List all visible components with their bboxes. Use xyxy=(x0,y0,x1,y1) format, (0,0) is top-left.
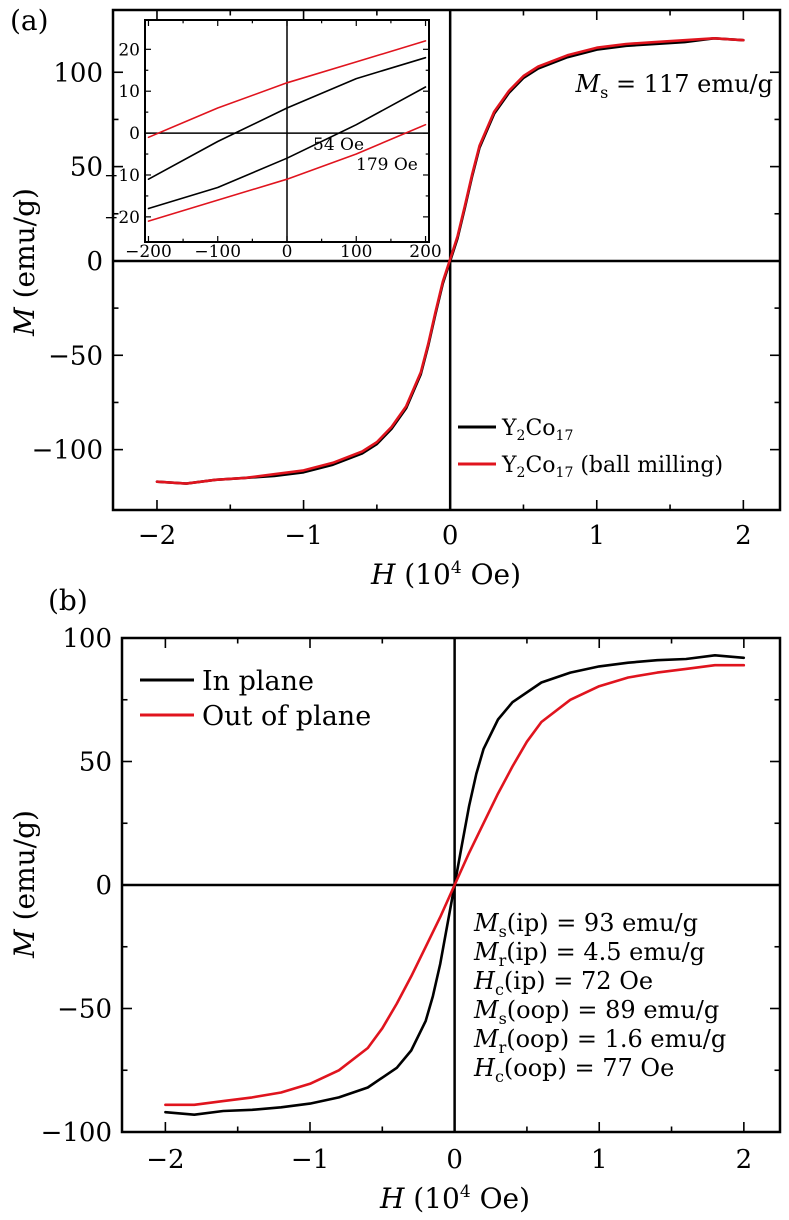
plot-a-ticks xyxy=(113,10,780,510)
plot-a-inset: −200 −100 0 100 200 −20 −10 0 10 20 54 O… xyxy=(104,19,442,262)
series-line-2 xyxy=(147,40,427,139)
plot-a-legend: Y2Co17 Y2Co17 (ball milling) xyxy=(458,416,723,481)
plot-b-xtick-label: −2 xyxy=(146,1145,184,1175)
param-mr-ip: Mr(ip) = 4.5 emu/g xyxy=(473,938,705,970)
plot-a-xlabel: H (104 Oe) xyxy=(370,558,521,591)
inset-xtick-label: 0 xyxy=(282,242,293,262)
plot-a-xtick-label: 2 xyxy=(735,521,752,551)
plot-b-ticks xyxy=(122,637,780,1133)
plot-b-xtick-label: 2 xyxy=(736,1145,753,1175)
plot-b-ytick-label: 0 xyxy=(95,871,112,901)
legend-label-y2co17: Y2Co17 xyxy=(501,416,573,444)
panel-a-label: (a) xyxy=(10,4,49,37)
inset-ytick-label: 10 xyxy=(118,82,140,102)
inset-zero-lines xyxy=(145,20,429,242)
panel-a: (a) −2 −1 0 1 2 −100 −50 0 50 100 H (104… xyxy=(8,4,782,591)
legend-label-y2co17-ball-milling: Y2Co17 (ball milling) xyxy=(501,453,723,481)
legend-label-in-plane: In plane xyxy=(202,666,314,697)
inset-xtick-label: 100 xyxy=(340,242,372,262)
plot-b-ytick-label: −50 xyxy=(57,995,112,1025)
inset-xtick-label: −200 xyxy=(125,242,172,262)
plot-a-series xyxy=(155,37,745,485)
legend-label-out-of-plane: Out of plane xyxy=(202,701,371,732)
plot-b-xtick-label: 0 xyxy=(446,1145,463,1175)
series-line-1 xyxy=(155,37,745,485)
plot-a-ytick-label: 50 xyxy=(70,153,103,183)
plot-a-xtick-label: −2 xyxy=(138,521,176,551)
plot-b-ylabel: M (emu/g) xyxy=(8,810,41,959)
plot-b-legend: In plane Out of plane xyxy=(140,666,371,732)
plot-a-ylabel: M (emu/g) xyxy=(8,188,41,337)
inset-series xyxy=(147,40,427,222)
inset-ytick-label: 0 xyxy=(129,124,140,144)
inset-ytick-label: −20 xyxy=(104,208,140,228)
inset-annotation-179-oe: 179 Oe xyxy=(356,155,418,175)
series-line-3 xyxy=(147,123,427,222)
param-ms-oop: Ms(oop) = 89 emu/g xyxy=(473,996,719,1028)
inset-xtick-label: −100 xyxy=(194,242,241,262)
panel-b-label: (b) xyxy=(48,584,88,617)
series-line-1 xyxy=(147,86,427,210)
series-line-1 xyxy=(164,663,746,1107)
inset-annotation-54-oe: 54 Oe xyxy=(313,135,364,155)
param-ms-ip: Ms(ip) = 93 emu/g xyxy=(473,909,698,941)
panel-b: (b) −2 −1 0 1 2 −100 −50 0 50 100 H (104… xyxy=(8,584,782,1215)
plot-a-xtick-label: 1 xyxy=(588,521,605,551)
inset-ytick-label: −10 xyxy=(104,166,140,186)
plot-b-ytick-label: −100 xyxy=(41,1118,112,1148)
plot-a-ytick-label: 100 xyxy=(53,58,103,88)
series-line-0 xyxy=(147,56,427,180)
plot-a-ytick-label: 0 xyxy=(86,247,103,277)
plot-b-series xyxy=(164,654,746,1116)
plot-a-ms-annotation: Ms = 117 emu/g xyxy=(575,70,773,102)
inset-ticks xyxy=(145,20,429,242)
param-hc-ip: Hc(ip) = 72 Oe xyxy=(473,967,653,999)
plot-b-xlabel: H (104 Oe) xyxy=(379,1182,530,1215)
plot-a-xtick-label: −1 xyxy=(284,521,322,551)
inset-ytick-label: 20 xyxy=(118,40,140,60)
plot-a-xtick-label: 0 xyxy=(442,521,459,551)
inset-xtick-label: 200 xyxy=(409,242,441,262)
plot-b-parameters: Ms(ip) = 93 emu/g Mr(ip) = 4.5 emu/g Hc(… xyxy=(473,909,726,1086)
param-hc-oop: Hc(oop) = 77 Oe xyxy=(473,1054,674,1086)
plot-a-ytick-label: −100 xyxy=(32,436,103,466)
plot-a-ytick-label: −50 xyxy=(48,341,103,371)
plot-b-xtick-label: 1 xyxy=(591,1145,608,1175)
plot-b-ytick-label: 100 xyxy=(62,624,112,654)
plot-b-xtick-label: −1 xyxy=(291,1145,329,1175)
param-mr-oop: Mr(oop) = 1.6 emu/g xyxy=(473,1025,726,1057)
plot-b-ytick-label: 50 xyxy=(79,748,112,778)
